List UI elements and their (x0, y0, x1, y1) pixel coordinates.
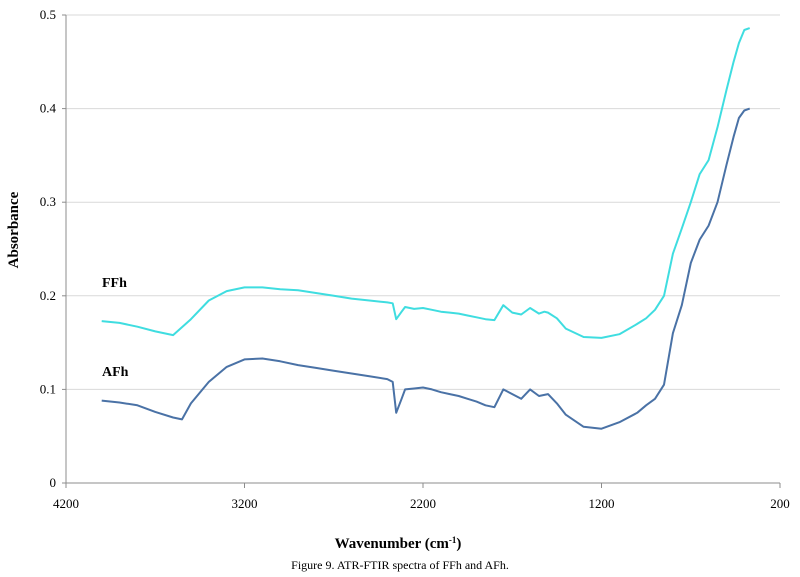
x-axis-title: Wavenumber (cm-1) (335, 535, 462, 552)
y-tick-label: 0.3 (40, 194, 56, 209)
x-tick-label: 4200 (53, 496, 79, 511)
y-tick-label: 0.4 (40, 101, 57, 116)
y-axis-title: Absorbance (6, 191, 22, 268)
x-tick-label: 200 (770, 496, 790, 511)
x-axis-title-suffix: ) (456, 536, 461, 552)
series-label-ffh: FFh (102, 276, 127, 291)
y-tick-label: 0.2 (40, 288, 56, 303)
tick-labels: 0 0.1 0.2 0.3 0.4 0.5 4200 3200 2200 1200 200 (40, 7, 790, 511)
y-tick-label: 0.5 (40, 7, 56, 22)
series-line-afh (101, 107, 751, 430)
x-axis-title-sup: -1 (449, 535, 457, 545)
axes (62, 14, 781, 488)
y-tick-label: 0 (50, 475, 57, 490)
series-label-afh: AFh (102, 365, 129, 380)
x-tick-label: 1200 (589, 496, 615, 511)
series-lines (101, 27, 751, 430)
x-axis-title-main: Wavenumber (cm (335, 536, 450, 552)
series-line-ffh (101, 27, 751, 339)
x-tick-label: 3200 (232, 496, 258, 511)
x-tick-label: 2200 (410, 496, 436, 511)
figure-caption: Figure 9. ATR-FTIR spectra of FFh and AF… (291, 558, 509, 572)
y-tick-label: 0.1 (40, 381, 56, 396)
